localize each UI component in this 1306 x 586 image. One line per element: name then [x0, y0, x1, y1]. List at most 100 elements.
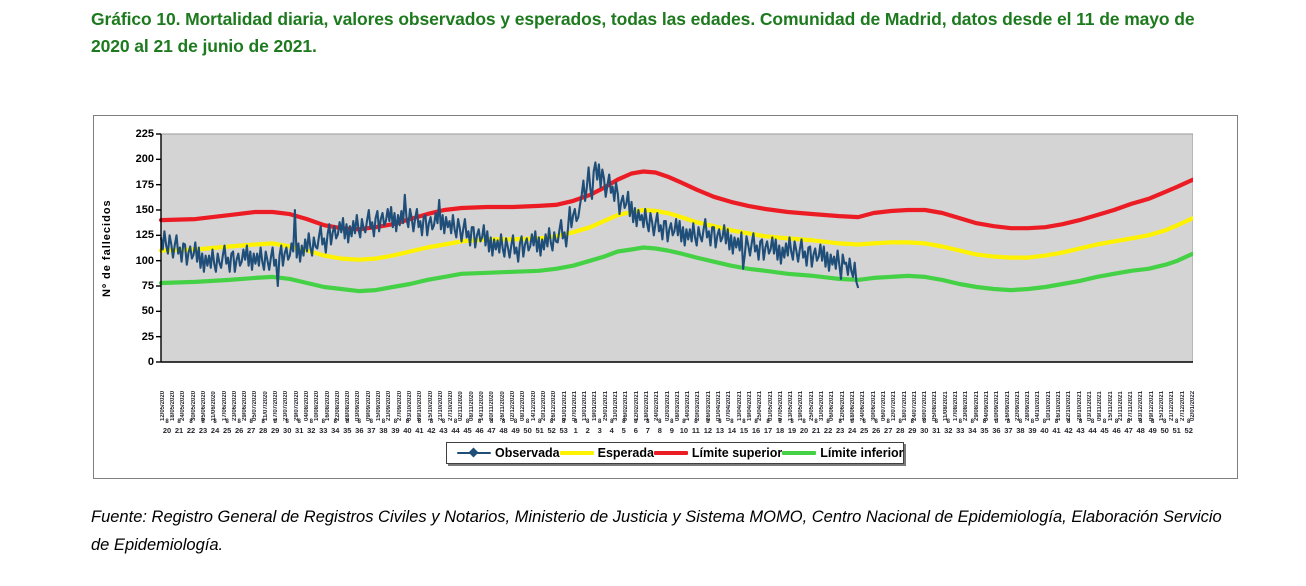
x-date-label: 29/07/2020 — [293, 390, 300, 421]
week-tick-glyph: 8 — [1018, 419, 1023, 425]
x-date-label: 17/08/2021 — [953, 390, 960, 421]
week-number-label: 44 — [1088, 426, 1097, 435]
x-date-label: 22/10/2021 — [1066, 390, 1073, 421]
week-number-label: 21 — [811, 426, 821, 435]
week-tick-glyph: 8 — [381, 419, 386, 425]
x-date-label: 21/12/2021 — [1169, 390, 1176, 421]
week-tick-glyph: 8 — [982, 419, 987, 425]
x-date-label: 27/11/2021 — [1128, 391, 1135, 421]
x-date-label: 03/10/2020 — [406, 390, 413, 421]
week-tick-glyph: 8 — [670, 419, 674, 425]
week-number-label: 14 — [727, 426, 737, 435]
week-number-label: 27 — [246, 426, 256, 435]
legend-line-swatch — [653, 451, 688, 455]
week-tick-glyph: 8 — [1126, 419, 1131, 425]
week-number-label: 16 — [751, 426, 761, 435]
week-tick-glyph: 8 — [429, 419, 434, 425]
x-date-label: 28/08/2020 — [345, 390, 352, 421]
x-date-label: 16/09/2021 — [1004, 390, 1011, 421]
week-number-label: 19 — [787, 426, 797, 435]
y-tick-label: 0 — [147, 356, 154, 368]
x-date-label: 15/10/2020 — [427, 390, 434, 421]
x-date-label: 23/07/2020 — [283, 390, 290, 421]
x-date-label: 24/06/2021 — [860, 390, 867, 421]
x-date-label: 03/09/2020 — [355, 390, 362, 421]
week-tick-glyph: 8 — [994, 419, 999, 425]
week-number-label: 30 — [283, 426, 292, 435]
week-number-label: 51 — [1172, 426, 1181, 435]
plot-area — [156, 133, 1193, 363]
week-tick-glyph: 8 — [742, 419, 746, 425]
week-number-label: 32 — [307, 426, 316, 435]
week-number-label: 13 — [715, 426, 725, 435]
x-date-label: 17/06/2020 — [221, 390, 228, 421]
week-tick-glyph: 8 — [525, 419, 530, 425]
week-tick-glyph: 8 — [1030, 419, 1035, 425]
week-number-label: 36 — [992, 426, 1001, 435]
week-number-label: 39 — [1028, 426, 1037, 435]
x-date-label: 01/01/2021 — [561, 390, 568, 421]
legend-line-swatch — [782, 451, 817, 455]
week-tick-glyph: 8 — [802, 419, 806, 425]
week-number-label: 22 — [186, 426, 196, 435]
x-date-label: 29/06/2020 — [242, 390, 249, 421]
week-number-label: 48 — [1136, 426, 1145, 435]
chart-frame: Nº de fallecidos 0 25 50 75 100 125 150 175 200 2… — [93, 115, 1238, 479]
week-tick-glyph: 8 — [1066, 419, 1071, 425]
week-tick-glyph: 8 — [1187, 419, 1191, 425]
week-number-label: 21 — [174, 426, 184, 435]
week-number-label: 35 — [343, 426, 352, 435]
x-date-label: 08/11/2020 — [468, 391, 475, 421]
week-tick-glyph: 8 — [1006, 419, 1011, 425]
week-tick-glyph: 8 — [213, 419, 217, 425]
x-date-label: 15/09/2020 — [376, 390, 383, 421]
week-tick-glyph: 8 — [826, 419, 830, 425]
week-tick-glyph: 8 — [814, 419, 818, 425]
week-number-label: 53 — [559, 426, 568, 435]
week-tick-glyph: 8 — [1175, 419, 1179, 425]
week-number-label: 23 — [835, 426, 845, 435]
week-number-label: 33 — [956, 426, 965, 435]
legend-label: Esperada — [597, 446, 654, 460]
week-number-label: 12 — [703, 426, 713, 435]
x-date-label: 15/11/2021 — [1107, 391, 1114, 421]
x-date-label: 08/12/2020 — [520, 390, 527, 421]
week-number-label: 45 — [1100, 426, 1109, 435]
diamond-marker-icon — [468, 447, 479, 458]
week-tick-glyph: 8 — [165, 419, 169, 425]
x-date-label: 02/03/2021 — [664, 390, 671, 421]
x-date-label: 17/07/2020 — [273, 390, 280, 421]
week-tick-glyph: 8 — [910, 419, 914, 425]
x-date-label: 18/07/2021 — [901, 390, 908, 421]
x-date-label: 09/10/2020 — [417, 390, 424, 421]
week-tick-glyph: 8 — [1102, 419, 1107, 425]
week-number-label: 31 — [295, 426, 304, 435]
week-tick-glyph: 8 — [1078, 419, 1083, 425]
week-tick-glyph: 8 — [321, 419, 325, 425]
y-tick-label: 175 — [135, 178, 154, 191]
plot-background — [160, 133, 1193, 363]
week-tick-glyph: 8 — [850, 419, 854, 425]
x-date-label: 10/08/2020 — [314, 390, 321, 421]
x-date-label: 09/09/2020 — [365, 390, 372, 421]
week-number-label: 50 — [523, 426, 532, 435]
week-tick-glyph: 8 — [1162, 419, 1167, 425]
week-tick-glyph: 8 — [610, 419, 614, 425]
week-tick-glyph: 8 — [1138, 419, 1143, 425]
x-date-label: 04/08/2020 — [303, 390, 310, 421]
week-tick-glyph: 8 — [249, 419, 253, 425]
y-tick-label: 25 — [141, 330, 154, 343]
x-date-label: 20/03/2021 — [695, 390, 702, 421]
week-tick-glyph: 8 — [405, 419, 410, 425]
week-number-label: 24 — [210, 426, 220, 435]
week-number-label: 10 — [679, 426, 689, 435]
week-number-label: 44 — [451, 426, 460, 435]
x-date-label: 16/10/2021 — [1056, 390, 1063, 421]
x-date-label: 09/11/2021 — [1097, 391, 1104, 421]
week-tick-glyph: 8 — [237, 419, 241, 425]
week-tick-glyph: 8 — [537, 419, 542, 425]
x-date-label: 10/09/2021 — [994, 390, 1001, 421]
upper-limit-line — [158, 169, 1193, 232]
week-number-label: 51 — [535, 426, 544, 435]
